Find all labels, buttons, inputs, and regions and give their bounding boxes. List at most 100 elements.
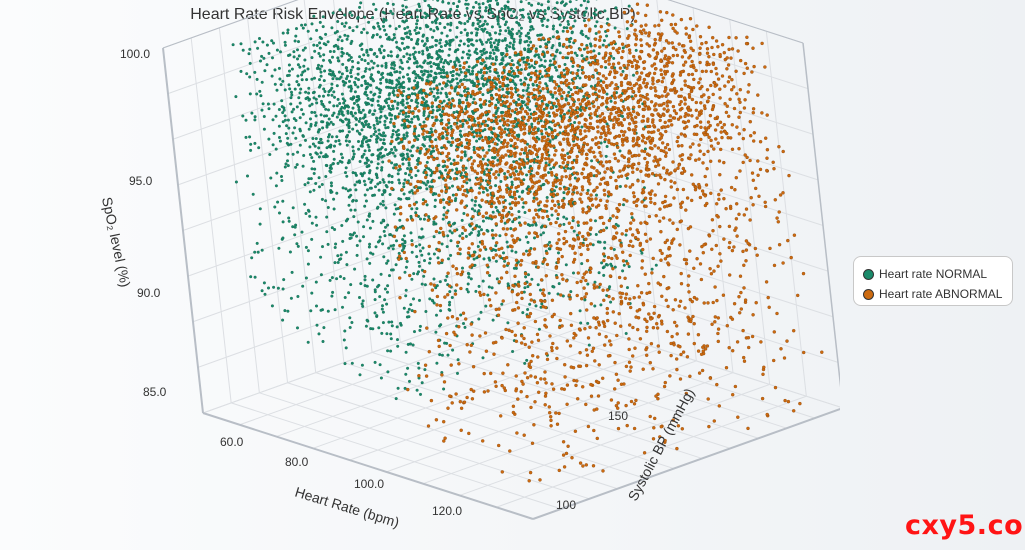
data-point-normal [438, 82, 442, 86]
data-point-abnormal [627, 243, 631, 248]
data-point-abnormal [489, 304, 493, 308]
data-point-abnormal [701, 345, 705, 349]
data-point-abnormal [655, 79, 660, 84]
data-point-abnormal [538, 108, 543, 112]
data-point-normal [510, 32, 514, 36]
data-point-normal [399, 140, 403, 144]
data-point-abnormal [680, 153, 685, 157]
data-point-normal [487, 148, 491, 152]
data-point-normal [520, 82, 524, 86]
data-point-normal [437, 163, 441, 167]
data-point-normal [351, 29, 355, 33]
data-point-normal [473, 199, 477, 203]
data-point-abnormal [762, 365, 766, 369]
data-point-abnormal [568, 176, 572, 181]
data-point-normal [396, 54, 400, 58]
data-point-abnormal [620, 291, 625, 296]
data-point-abnormal [586, 231, 590, 235]
data-point-normal [550, 75, 554, 79]
data-point-abnormal [556, 260, 560, 264]
data-point-normal [462, 42, 466, 46]
data-point-normal [518, 8, 522, 12]
data-point-abnormal [718, 252, 722, 256]
data-point-normal [420, 91, 424, 95]
data-point-abnormal [598, 114, 602, 118]
data-point-abnormal [527, 187, 531, 192]
data-point-abnormal [613, 360, 617, 365]
data-point-normal [597, 271, 601, 275]
data-point-abnormal [564, 78, 569, 83]
data-point-abnormal [578, 102, 583, 106]
data-point-normal [468, 232, 472, 236]
data-point-abnormal [742, 355, 746, 360]
data-point-normal [594, 13, 598, 17]
data-point-abnormal [639, 43, 644, 48]
data-point-abnormal [634, 120, 638, 124]
data-point-normal [546, 18, 550, 22]
data-point-abnormal [613, 156, 618, 161]
data-point-abnormal [549, 244, 553, 248]
data-point-normal [557, 282, 561, 286]
data-point-normal [554, 185, 558, 189]
data-point-abnormal [761, 372, 765, 376]
data-point-abnormal [668, 374, 672, 378]
data-point-abnormal [664, 151, 668, 155]
data-point-normal [483, 128, 487, 132]
data-point-abnormal [678, 299, 683, 303]
data-point-normal [448, 290, 452, 294]
data-point-abnormal [647, 31, 651, 35]
data-point-abnormal [555, 275, 559, 280]
data-point-normal [497, 138, 501, 142]
data-point-normal [405, 31, 409, 35]
data-point-abnormal [554, 161, 558, 165]
data-point-abnormal [556, 212, 560, 217]
data-point-normal [501, 39, 505, 43]
data-point-abnormal [531, 261, 535, 265]
data-point-abnormal [727, 114, 731, 118]
data-point-abnormal [596, 80, 601, 85]
data-point-normal [416, 270, 420, 274]
data-point-abnormal [692, 341, 696, 346]
data-point-abnormal [502, 130, 507, 134]
data-point-normal [437, 71, 441, 75]
data-point-abnormal [675, 324, 679, 328]
data-point-normal [467, 39, 471, 43]
data-point-abnormal [728, 204, 733, 209]
data-point-abnormal [607, 115, 612, 119]
data-point-abnormal [528, 144, 532, 149]
data-point-abnormal [541, 102, 545, 106]
data-point-abnormal [583, 23, 588, 28]
data-point-normal [415, 22, 419, 26]
data-point-abnormal [554, 220, 558, 225]
data-point-abnormal [586, 424, 591, 429]
data-point-abnormal [706, 99, 710, 103]
data-point-abnormal [736, 415, 740, 419]
data-point-abnormal [558, 186, 562, 191]
data-point-abnormal [588, 149, 592, 154]
data-point-abnormal [626, 172, 630, 176]
data-point-abnormal [584, 292, 589, 296]
data-point-abnormal [560, 273, 564, 277]
data-point-abnormal [612, 152, 617, 156]
data-point-abnormal [634, 315, 638, 319]
data-point-abnormal [669, 353, 673, 358]
data-point-abnormal [630, 86, 634, 91]
data-point-normal [556, 292, 560, 296]
data-point-abnormal [751, 178, 755, 182]
data-point-abnormal [611, 46, 615, 50]
data-point-abnormal [526, 118, 530, 122]
data-point-abnormal [563, 132, 567, 136]
grid-line [512, 301, 840, 408]
data-point-normal [358, 44, 362, 48]
data-point-abnormal [786, 399, 791, 404]
data-point-normal [542, 17, 546, 21]
data-point-abnormal [505, 227, 509, 231]
data-point-abnormal [596, 380, 600, 384]
data-point-normal [395, 228, 399, 232]
data-point-abnormal [546, 120, 550, 124]
data-point-normal [451, 348, 455, 352]
data-point-abnormal [528, 292, 532, 297]
data-point-normal [460, 266, 464, 270]
data-point-abnormal [561, 453, 566, 457]
data-point-abnormal [541, 111, 546, 115]
